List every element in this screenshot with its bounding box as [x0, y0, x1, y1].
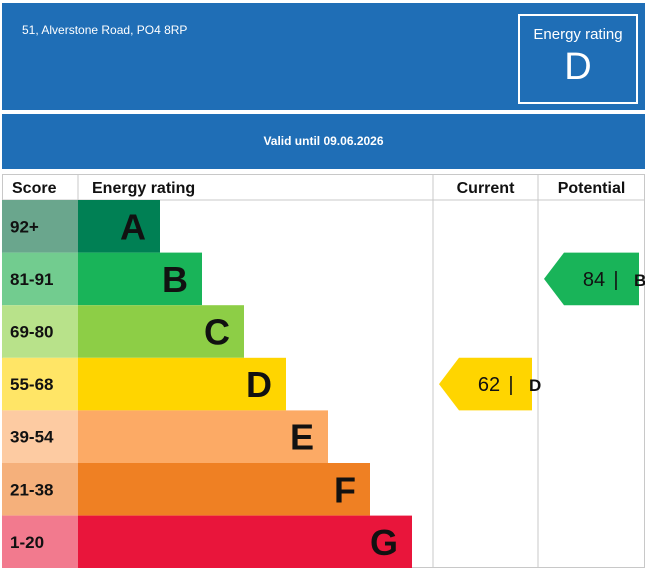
score-range-e: 39-54: [10, 428, 54, 447]
score-range-b: 81-91: [10, 270, 53, 289]
current-rating-separator: |: [508, 374, 513, 396]
score-cell-b: [2, 252, 78, 306]
potential-rating-arrow: [544, 252, 639, 306]
current-rating-arrow: [439, 357, 532, 411]
rating-letter-f: F: [334, 469, 356, 510]
rating-letter-e: E: [290, 417, 314, 458]
score-column-header: Score: [12, 180, 57, 197]
rating-bar-f: [78, 463, 370, 516]
rating-bar-a: [78, 200, 160, 253]
property-address: 51, Alverstone Road, PO4 8RP: [22, 23, 188, 37]
potential-column-header: Potential: [558, 180, 626, 197]
potential-rating-separator: |: [613, 269, 618, 291]
score-cell-c: [2, 305, 78, 358]
score-range-g: 1-20: [10, 533, 44, 552]
rating-letter-a: A: [120, 206, 146, 247]
score-range-c: 69-80: [10, 323, 53, 342]
score-range-f: 21-38: [10, 480, 53, 499]
score-range-a: 92+: [10, 217, 39, 236]
score-cell-a: [2, 200, 78, 253]
rating-bar-e: [78, 410, 328, 463]
score-cell-g: [2, 515, 78, 568]
rating-letter-g: G: [370, 522, 398, 563]
score-range-d: 55-68: [10, 375, 53, 394]
rating-bar-b: [78, 252, 202, 306]
energy-rating-chart: Score Energy rating Current Potential 92+ A 81…: [2, 174, 645, 568]
rating-bar-g: [78, 515, 412, 568]
rating-letter-b: B: [162, 259, 188, 300]
potential-rating-letter: B: [634, 271, 645, 290]
energy-rating-label: Energy rating: [533, 26, 623, 43]
current-rating-score: 62: [478, 374, 500, 396]
potential-rating-score: 84: [583, 269, 605, 291]
score-cell-e: [2, 410, 78, 463]
rating-letter-c: C: [204, 312, 230, 353]
energy-rating-column-header: Energy rating: [92, 180, 195, 197]
current-rating-letter: D: [529, 376, 541, 395]
rating-bar-d: [78, 357, 286, 411]
score-cell-d: [2, 357, 78, 411]
header: 51, Alverstone Road, PO4 8RP Energy rati…: [2, 3, 645, 110]
energy-rating-box: Energy rating D: [518, 14, 638, 104]
rating-bar-c: [78, 305, 244, 358]
valid-until-bar: Valid until 09.06.2026: [2, 114, 645, 169]
current-column-header: Current: [457, 180, 515, 197]
score-cell-f: [2, 463, 78, 516]
rating-letter-d: D: [246, 364, 272, 405]
energy-rating-value: D: [564, 46, 592, 88]
